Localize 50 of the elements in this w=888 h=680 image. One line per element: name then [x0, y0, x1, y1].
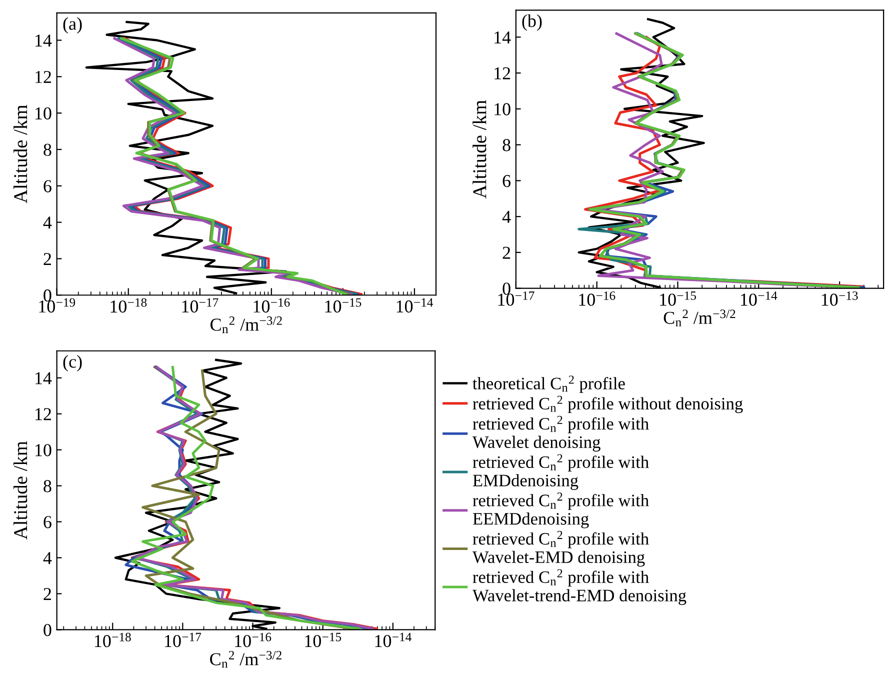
y-tick-label: 12 [36, 408, 51, 420]
y-tick-label: 4 [43, 552, 52, 564]
y-tick-label: 4 [502, 210, 511, 223]
x-tick-label: 10$^{−15}$ [660, 291, 696, 306]
annotation: (b) [522, 14, 542, 31]
y-tick-label: 6 [502, 174, 511, 188]
y-tick-label: 2 [44, 588, 51, 600]
y-tick-label: 0 [44, 289, 52, 302]
x-tick-label: 10$^{−14}$ [396, 298, 434, 313]
x-tick-label: 10$^{−16}$ [254, 298, 290, 313]
y-tick-label: 14 [36, 34, 52, 46]
y-tick-label: 8 [44, 480, 52, 492]
x-tick-label: 10$^{−15}$ [325, 298, 362, 313]
annotation: (c) [63, 355, 82, 372]
y-tick-label: 10 [36, 107, 52, 120]
y-tick-label: 10 [36, 444, 52, 456]
y-tick-label: 12 [494, 67, 510, 80]
y-tick-label: 0 [44, 624, 52, 636]
y-tick-label: 6 [44, 516, 52, 528]
x-tick-label: 10$^{−14}$ [375, 632, 412, 648]
x-tick-label: 10$^{−17}$ [165, 632, 202, 648]
x-axis-title: C$_{n}$$^{2}$ /m$^{−3/2}$ [210, 650, 282, 668]
x-axis-title: C$_{n}$$^{2}$ /m$^{−3/2}$ [210, 316, 282, 334]
x-tick-label: 10$^{−13}$ [822, 291, 858, 306]
y-tick-label: 8 [502, 139, 510, 152]
x-axis-title: C$_{n}$$^{2}$ /m$^{−3/2}$ [664, 310, 736, 326]
y-axis-title: Altitude /km [472, 100, 486, 198]
y-tick-label: 2 [44, 253, 51, 265]
x-tick-label: 10$^{−18}$ [110, 298, 147, 313]
x-tick-label: 10$^{−18}$ [94, 632, 131, 648]
y-tick-label: 14 [494, 31, 511, 44]
y-axis-title: Altitude /km [14, 104, 28, 204]
legend-label: retrieved C$_{n}$$^{2}$ profile with Wavelet-trend-EMD denoising [472, 569, 686, 605]
x-tick-label: 10$^{−17}$ [182, 298, 218, 313]
y-tick-label: 6 [44, 180, 52, 192]
y-tick-label: 10 [494, 103, 510, 116]
legend-label: retrieved C$_{n}$$^{2}$ profile without denoising [472, 396, 743, 414]
y-tick-label: 4 [43, 216, 52, 229]
x-tick-label: 10$^{−14}$ [741, 291, 778, 306]
y-tick-label: 14 [36, 372, 52, 384]
legend-label: theoretical C$_{n}$$^{2}$ profile [472, 376, 625, 393]
x-tick-label: 10$^{−15}$ [305, 632, 342, 648]
y-tick-label: 8 [44, 144, 52, 156]
y-tick-label: 2 [502, 246, 510, 259]
y-axis-title: Altitude /km [14, 441, 28, 540]
x-tick-label: 10$^{−16}$ [235, 632, 272, 648]
annotation: (a) [63, 17, 82, 34]
y-tick-label: 0 [502, 282, 510, 295]
y-tick-label: 12 [36, 70, 51, 83]
x-tick-label: 10$^{−16}$ [579, 291, 616, 306]
